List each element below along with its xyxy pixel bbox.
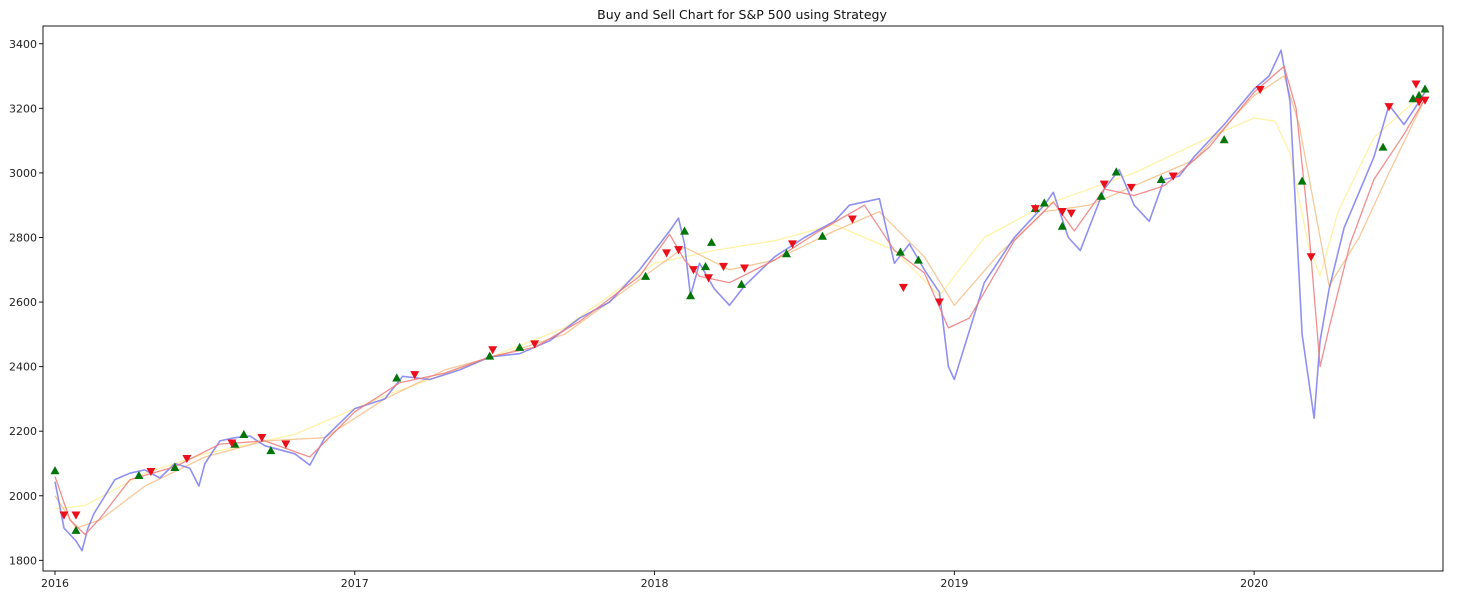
buy-signal-marker (641, 271, 651, 280)
sell-signal-marker (934, 298, 944, 307)
sell-signal-marker (1384, 103, 1394, 112)
buy-signal-marker (707, 237, 717, 246)
sell-signal-marker (787, 240, 797, 249)
sell-signal-marker (739, 264, 749, 273)
sell-signal-marker (898, 283, 908, 293)
x-tick-label: 2017 (341, 577, 369, 590)
buy-signal-marker (1096, 191, 1106, 200)
buy-signal-marker (1039, 198, 1049, 207)
series-line-long-moving-average (54, 91, 1426, 510)
sell-signal-marker (182, 455, 192, 464)
buy-signal-marker (737, 279, 747, 288)
x-tick-label: 2016 (41, 577, 69, 590)
buy-signal-marker (515, 342, 525, 351)
sell-signal-marker (146, 467, 156, 477)
buy-signal-marker (1378, 142, 1388, 151)
axis-layer: 1800 2000 2200 2400 2600 2800 3000 3200 3400 2016… (9, 25, 1444, 590)
y-tick-label: 2200 (9, 425, 37, 438)
x-tick-label: 2019 (940, 577, 968, 590)
buy-signal-marker (817, 231, 827, 240)
buy-signal-marker (1408, 94, 1418, 103)
sell-signal-marker (1057, 208, 1067, 217)
buy-signal-marker (686, 291, 696, 300)
y-tick-label: 3000 (9, 167, 37, 180)
sell-signal-marker (257, 434, 267, 443)
sell-signal-marker (1066, 209, 1076, 218)
buy-signal-marker (680, 226, 690, 235)
buy-signal-marker (913, 255, 923, 264)
sell-signal-marker (1255, 86, 1265, 95)
buy-signal-marker (1420, 84, 1430, 93)
sell-signal-marker (704, 274, 714, 283)
sell-signal-marker (662, 249, 672, 258)
sell-signal-marker (530, 340, 540, 349)
buy-signal-marker (392, 373, 402, 382)
sell-signal-marker (227, 439, 237, 448)
sell-signal-marker (71, 511, 81, 520)
sell-signal-marker (1168, 172, 1178, 181)
chart-title: Buy and Sell Chart for S&P 500 using Str… (597, 7, 887, 22)
x-tick-label: 2018 (641, 577, 669, 590)
buy-signal-marker (1057, 221, 1067, 230)
y-tick-label: 1800 (9, 554, 37, 567)
buy-signal-marker (1156, 174, 1166, 183)
x-tick-label: 2020 (1240, 577, 1268, 590)
buy-signal-marker (701, 262, 711, 271)
y-tick-label: 2600 (9, 296, 37, 309)
y-tick-label: 2000 (9, 490, 37, 503)
sell-signal-marker (1411, 80, 1421, 89)
sell-signal-marker (281, 440, 291, 449)
sell-signal-marker (1126, 183, 1136, 192)
sell-signal-marker (847, 215, 857, 224)
sell-signal-marker (59, 511, 69, 520)
buy-signal-marker (781, 249, 791, 258)
series-line-short-moving-average (54, 65, 1426, 536)
buy-signal-marker (170, 462, 180, 471)
marker-layer (50, 80, 1430, 534)
sell-signal-marker (1030, 205, 1040, 214)
buy-signal-marker (895, 247, 905, 256)
y-tick-label: 3400 (9, 38, 37, 51)
buy-signal-marker (1219, 135, 1229, 144)
sell-signal-marker (1420, 96, 1430, 105)
buy-signal-marker (239, 429, 249, 439)
sell-signal-marker (488, 346, 498, 355)
y-tick-label: 3200 (9, 102, 37, 115)
sell-signal-marker (719, 262, 729, 272)
sell-signal-marker (689, 266, 699, 275)
buy-signal-marker (266, 446, 276, 455)
y-tick-label: 2400 (9, 361, 37, 374)
series-line-medium-moving-average (54, 75, 1426, 529)
y-tick-label: 2800 (9, 231, 37, 244)
buy-signal-marker (50, 466, 60, 475)
plot-frame (42, 25, 1444, 572)
sell-signal-marker (1099, 180, 1109, 189)
buy-signal-marker (71, 525, 81, 534)
sell-signal-marker (1414, 98, 1424, 107)
sell-signal-marker (1306, 253, 1316, 262)
buy-signal-marker (1111, 167, 1121, 176)
buy-signal-marker (134, 470, 144, 480)
series-line-price (54, 49, 1426, 552)
buy-signal-marker (485, 351, 495, 360)
sell-signal-marker (674, 246, 684, 255)
series-layer (54, 49, 1426, 552)
sell-signal-marker (410, 371, 420, 380)
buy-signal-marker (1297, 176, 1307, 185)
